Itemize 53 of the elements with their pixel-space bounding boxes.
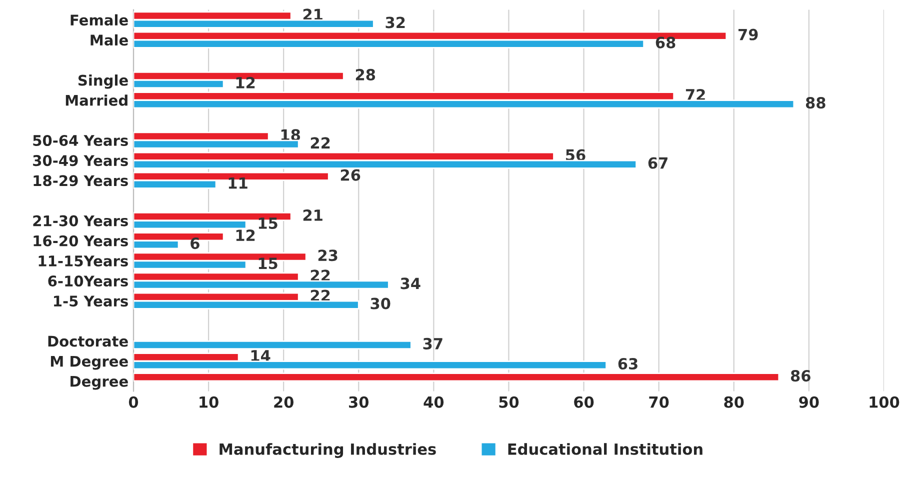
x-tick-label: 50 xyxy=(499,396,519,408)
data-label: 26 xyxy=(340,169,360,181)
legend-label: Educational Institution xyxy=(508,443,702,455)
data-label: 34 xyxy=(400,278,420,290)
x-tick-label: 90 xyxy=(799,396,819,408)
y-tick-label: Married xyxy=(66,94,128,106)
x-tick-label: 60 xyxy=(574,396,594,408)
x-tick-label: 80 xyxy=(724,396,744,408)
data-label: 56 xyxy=(566,149,586,161)
data-label: 32 xyxy=(386,16,405,28)
x-tick-label: 30 xyxy=(349,396,369,408)
y-tick-label: 21-30 Years xyxy=(33,215,128,226)
bar xyxy=(133,372,780,382)
x-tick-label: 40 xyxy=(424,396,444,408)
y-tick-label: Single xyxy=(78,74,128,89)
data-label: 23 xyxy=(318,250,338,262)
y-tick-label: 30-49 Years xyxy=(33,155,128,166)
data-label: 11 xyxy=(228,178,248,189)
y-tick-label: 18-29 Years xyxy=(34,175,128,186)
data-label: 79 xyxy=(738,28,758,40)
data-label: 12 xyxy=(236,76,255,88)
data-label: 14 xyxy=(251,350,270,362)
bar xyxy=(133,340,412,350)
data-label: 6 xyxy=(190,238,200,250)
data-label: 28 xyxy=(356,68,376,80)
data-label: 30 xyxy=(370,298,390,310)
data-label: 88 xyxy=(806,97,826,109)
y-tick-label: Doctorate xyxy=(48,336,128,347)
y-tick-label: 11-15Years xyxy=(38,256,128,266)
legend-label: Manufacturing Industries xyxy=(220,443,436,458)
data-label: 15 xyxy=(258,258,278,270)
x-tick-label: 70 xyxy=(649,396,669,408)
data-label: 68 xyxy=(656,36,676,48)
y-tick-label: Female xyxy=(70,14,128,26)
x-tick-label: 100 xyxy=(870,396,900,408)
data-label: 12 xyxy=(236,230,255,241)
data-label: 21 xyxy=(303,209,322,221)
data-label: 63 xyxy=(618,358,638,370)
data-label: 67 xyxy=(648,157,668,169)
x-tick-label: 10 xyxy=(200,396,218,408)
data-label: 15 xyxy=(258,218,278,230)
data-label: 22 xyxy=(310,137,330,148)
y-tick-label: Degree xyxy=(70,376,128,390)
data-label: 37 xyxy=(423,338,442,350)
x-tick-label: 20 xyxy=(274,396,294,408)
data-label: 86 xyxy=(790,370,810,382)
y-tick-label: 1-5 Years xyxy=(54,296,128,307)
y-tick-label: 16-20 Years xyxy=(34,235,128,246)
y-tick-label: Male xyxy=(90,34,128,46)
y-tick-label: 50-64 Years xyxy=(33,134,128,146)
y-tick-label: 6-10Years xyxy=(48,276,128,287)
x-tick-label: 0 xyxy=(128,396,138,408)
y-tick-label: M Degree xyxy=(50,356,128,370)
